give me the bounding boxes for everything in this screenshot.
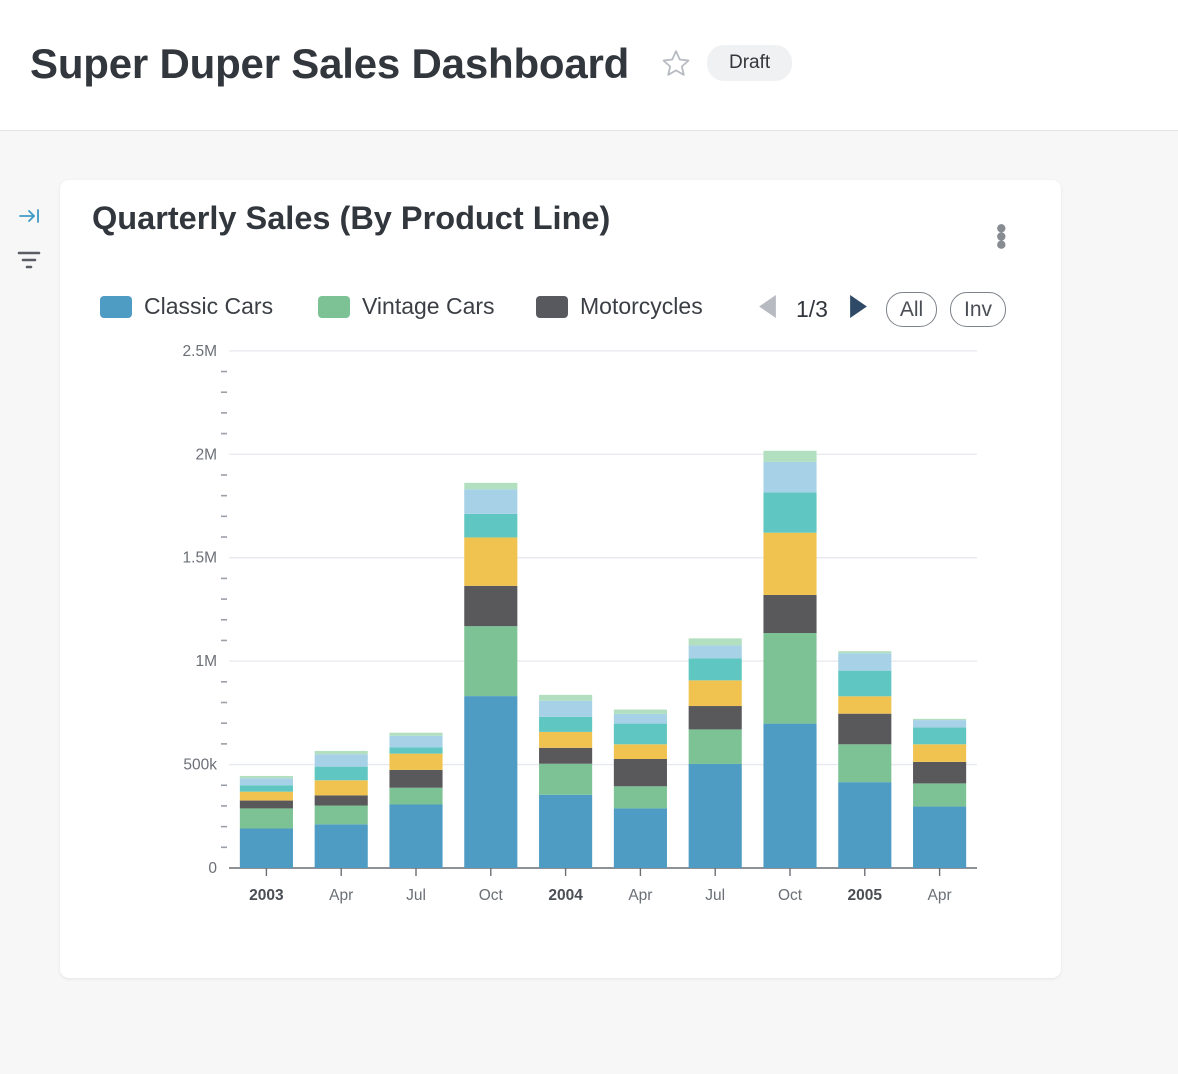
svg-text:1M: 1M — [195, 653, 217, 670]
svg-text:0: 0 — [208, 860, 217, 877]
svg-text:2005: 2005 — [848, 887, 883, 904]
svg-text:1.5M: 1.5M — [183, 550, 217, 567]
svg-text:2004: 2004 — [548, 887, 583, 904]
svg-text:2.5M: 2.5M — [183, 343, 217, 360]
svg-text:Jul: Jul — [705, 887, 725, 904]
svg-text:2003: 2003 — [249, 887, 284, 904]
svg-text:500k: 500k — [183, 757, 217, 774]
svg-text:Jul: Jul — [406, 887, 426, 904]
svg-text:Apr: Apr — [928, 887, 952, 904]
svg-text:Oct: Oct — [479, 887, 504, 904]
svg-text:Apr: Apr — [628, 887, 652, 904]
svg-text:2M: 2M — [195, 446, 217, 463]
svg-text:Oct: Oct — [778, 887, 803, 904]
svg-text:Apr: Apr — [329, 887, 353, 904]
